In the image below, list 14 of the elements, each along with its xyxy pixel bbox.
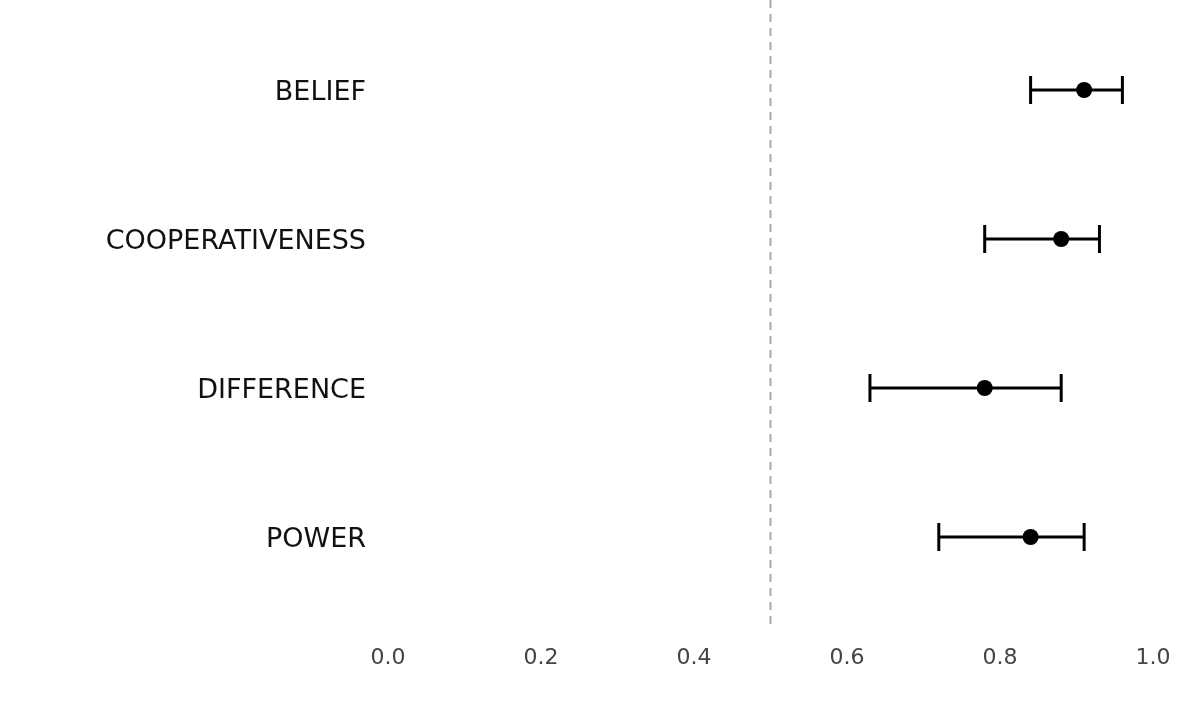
y-tick-label: DIFFERENCE — [197, 372, 366, 404]
point — [976, 380, 993, 396]
point — [1022, 529, 1039, 545]
x-tick-label: 1.0 — [1135, 643, 1171, 669]
x-tick-label: 0.4 — [676, 643, 712, 669]
point — [1076, 82, 1093, 98]
y-tick-label: COOPERATIVENESS — [105, 223, 366, 255]
x-tick-label: 0.8 — [982, 643, 1018, 669]
y-tick-label: POWER — [265, 521, 366, 553]
x-tick-label: 0.6 — [829, 643, 865, 669]
y-tick-label: BELIEF — [274, 74, 366, 106]
x-tick-label: 0.0 — [370, 643, 406, 669]
x-tick-label: 0.2 — [523, 643, 559, 669]
point — [1053, 231, 1070, 247]
